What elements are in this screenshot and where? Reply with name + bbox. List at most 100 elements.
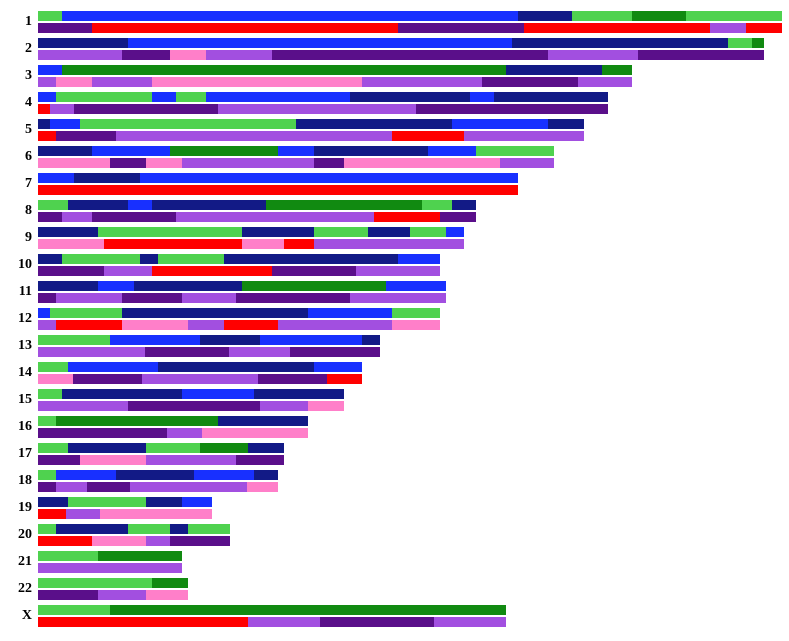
segment-darrell	[218, 416, 308, 426]
segment-hubert	[145, 347, 229, 357]
chromosome-row: 8	[10, 199, 782, 223]
segment-marilyn	[38, 401, 128, 411]
segment-athea	[176, 92, 206, 102]
chromosome-bars	[38, 497, 212, 519]
segment-gladene	[152, 92, 176, 102]
segment-harlan	[152, 266, 272, 276]
chromosome-row: X	[10, 604, 782, 628]
chromosome-bars	[38, 551, 182, 573]
segment-stella	[247, 482, 278, 492]
paternal-bar	[38, 254, 440, 264]
paternal-bar	[38, 65, 632, 75]
segment-hubert	[440, 212, 476, 222]
segment-harlan	[38, 617, 248, 627]
chromosome-label: 11	[10, 284, 38, 300]
chromosome-label: 2	[10, 41, 38, 57]
segment-darrell	[62, 389, 182, 399]
segment-marilyn	[56, 293, 122, 303]
segment-athea	[38, 362, 68, 372]
segment-stella	[38, 239, 104, 249]
segment-athea	[38, 524, 56, 534]
segment-bill	[56, 416, 218, 426]
chromosome-label: 18	[10, 473, 38, 489]
segment-hubert	[416, 104, 608, 114]
segment-darrell	[296, 119, 452, 129]
chromosome-row: 21	[10, 550, 782, 574]
chromosome-bars	[38, 308, 440, 330]
segment-harlan	[38, 104, 50, 114]
segment-athea	[38, 443, 68, 453]
segment-bill	[200, 443, 248, 453]
segment-gladene	[56, 470, 116, 480]
segment-hubert	[38, 23, 92, 33]
segment-marilyn	[182, 158, 314, 168]
segment-darrell	[494, 92, 608, 102]
segment-hubert	[128, 401, 260, 411]
chromosome-label: 3	[10, 68, 38, 84]
chromosome-bars	[38, 173, 518, 195]
segment-hubert	[398, 23, 524, 33]
segment-darrell	[56, 524, 128, 534]
segment-athea	[50, 308, 122, 318]
segment-hubert	[87, 482, 130, 492]
segment-darrell	[68, 200, 128, 210]
chromosome-label: 14	[10, 365, 38, 381]
chromosome-row: 4	[10, 91, 782, 115]
chromosome-bars	[38, 281, 446, 303]
segment-stella	[38, 374, 73, 384]
maternal-bar	[38, 131, 584, 141]
segment-marilyn	[182, 293, 236, 303]
maternal-bar	[38, 347, 380, 357]
maternal-bar	[38, 374, 362, 384]
segment-gladene	[470, 92, 494, 102]
segment-marilyn	[229, 347, 291, 357]
segment-hubert	[314, 158, 344, 168]
chromosome-bars	[38, 335, 380, 357]
maternal-bar	[38, 158, 554, 168]
segment-marilyn	[38, 50, 122, 60]
segment-harlan	[746, 23, 782, 33]
segment-darrell	[548, 119, 584, 129]
segment-marilyn	[188, 320, 224, 330]
segment-hubert	[272, 50, 548, 60]
segment-hubert	[170, 536, 230, 546]
segment-marilyn	[38, 320, 56, 330]
segment-hubert	[56, 131, 116, 141]
segment-marilyn	[130, 482, 247, 492]
segment-hubert	[38, 482, 56, 492]
segment-gladene	[140, 173, 518, 183]
segment-darrell	[146, 497, 182, 507]
chromosome-label: 8	[10, 203, 38, 219]
segment-marilyn	[206, 50, 272, 60]
chromosome-row: 6	[10, 145, 782, 169]
maternal-bar	[38, 212, 476, 222]
segment-hubert	[73, 374, 142, 384]
segment-hubert	[236, 455, 284, 465]
segment-hubert	[38, 293, 56, 303]
chromosome-row: 11	[10, 280, 782, 304]
segment-hubert	[38, 428, 167, 438]
segment-bill	[152, 578, 188, 588]
chromosome-label: 20	[10, 527, 38, 543]
segment-athea	[158, 254, 224, 264]
segment-darrell	[158, 362, 314, 372]
segment-marilyn	[548, 50, 638, 60]
segment-marilyn	[248, 617, 320, 627]
segment-athea	[686, 11, 782, 21]
segment-stella	[146, 590, 188, 600]
chromosome-row: 16	[10, 415, 782, 439]
maternal-bar	[38, 401, 344, 411]
segment-harlan	[38, 185, 518, 195]
segment-hubert	[38, 455, 80, 465]
segment-marilyn	[104, 266, 152, 276]
paternal-bar	[38, 443, 284, 453]
paternal-bar	[38, 524, 230, 534]
segment-athea	[314, 227, 368, 237]
segment-darrell	[38, 281, 98, 291]
paternal-bar	[38, 605, 506, 615]
segment-gladene	[428, 146, 476, 156]
chromosome-row: 9	[10, 226, 782, 250]
chromosome-label: 21	[10, 554, 38, 570]
segment-gladene	[278, 146, 314, 156]
paternal-bar	[38, 497, 212, 507]
